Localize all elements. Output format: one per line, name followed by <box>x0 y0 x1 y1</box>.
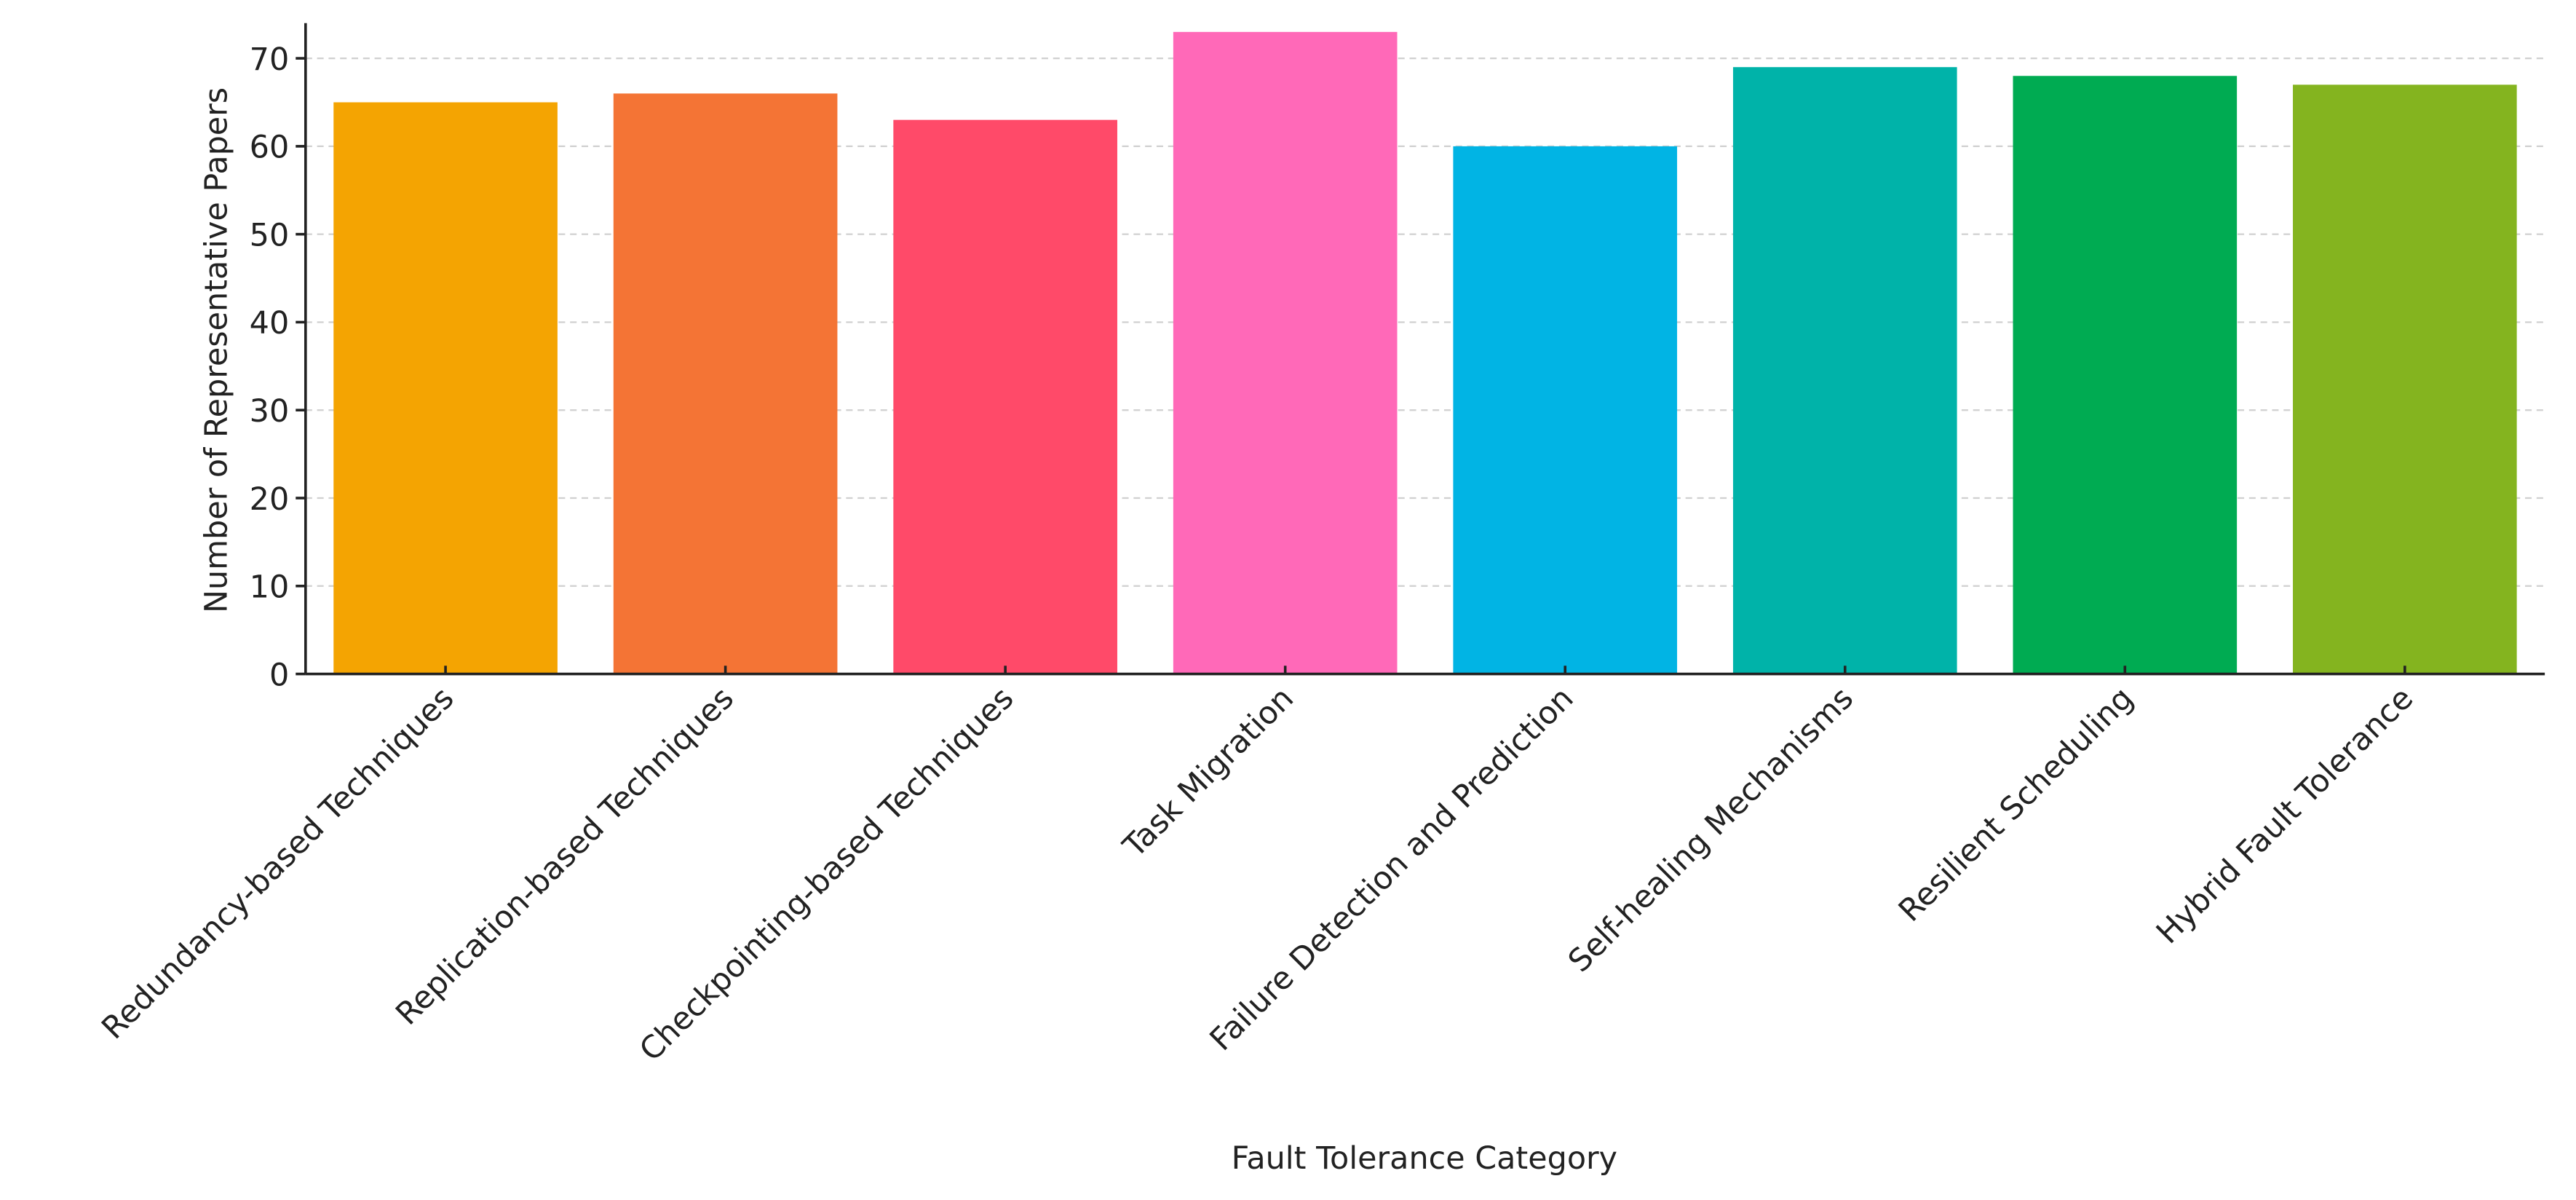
x-tick-label: Replication-based Techniques <box>389 680 741 1033</box>
y-axis-label: Number of Representative Papers <box>198 87 234 613</box>
bar <box>2293 84 2517 674</box>
y-tick-label: 40 <box>250 305 290 342</box>
y-tick-label: 0 <box>269 657 289 693</box>
bar <box>1173 31 1398 674</box>
x-tick-label: Hybrid Fault Tolerance <box>2149 680 2420 951</box>
y-tick-label: 10 <box>250 569 290 606</box>
x-tick-label: Resilient Scheduling <box>1892 680 2141 929</box>
x-axis-label: Fault Tolerance Category <box>1232 1140 1617 1177</box>
x-tick-label: Task Migration <box>1116 680 1301 865</box>
y-tick-label: 50 <box>250 217 290 253</box>
y-tick-label: 30 <box>250 393 290 430</box>
y-tick-label: 60 <box>250 130 290 166</box>
bar <box>1453 146 1678 674</box>
bar <box>893 119 1117 674</box>
bar <box>333 102 558 674</box>
bar <box>613 93 838 674</box>
y-tick-label: 70 <box>250 42 290 78</box>
bar <box>2013 76 2238 674</box>
x-tick-label: Self-healing Mechanisms <box>1561 680 1860 979</box>
y-tick-label: 20 <box>250 481 290 518</box>
bar <box>1732 67 1957 674</box>
